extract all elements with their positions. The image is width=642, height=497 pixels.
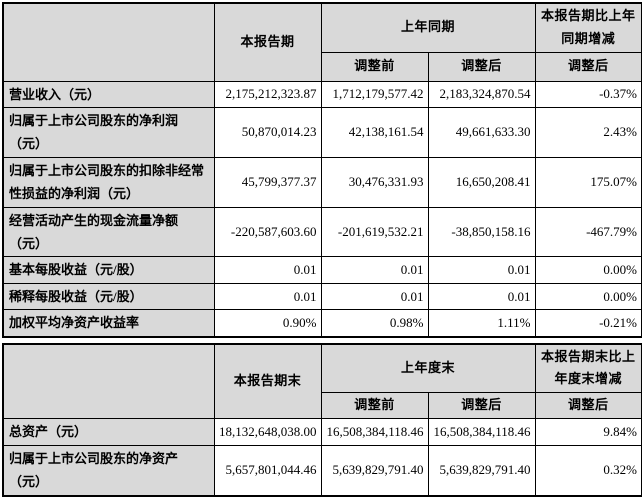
current-period-value: 0.90% [213, 309, 322, 338]
current-period-value: -220,587,603.60 [213, 206, 322, 258]
prior-after-value: 1.11% [427, 309, 536, 338]
prior-before-value: 0.01 [320, 282, 429, 311]
adjust-before-header: 调整前 [320, 392, 429, 419]
corner-header-cell [2, 2, 215, 82]
prior-before-value: 1,712,179,577.42 [320, 80, 429, 108]
corner-header-cell [2, 343, 215, 419]
prior-year-end-header: 上年度末 [320, 343, 536, 394]
prior-before-value: 5,639,829,791.40 [320, 444, 429, 497]
change-value: -0.37% [534, 80, 642, 108]
prior-before-value: -201,619,532.21 [320, 206, 429, 258]
prior-before-value: 42,138,161.54 [320, 106, 429, 158]
prior-before-value: 30,476,331.93 [320, 156, 429, 208]
table-row: 归属于上市公司股东的扣除非经常性损益的净利润（元） 45,799,377.37 … [2, 156, 642, 208]
current-period-end-header: 本报告期末 [213, 343, 322, 419]
row-label: 归属于上市公司股东的净资产（元） [2, 444, 215, 497]
period-end-change-header: 本报告期末比上年度末增减 [534, 343, 642, 394]
prior-after-value: 0.01 [427, 256, 536, 284]
current-period-header: 本报告期 [213, 2, 322, 82]
row-label: 基本每股收益（元/股） [2, 256, 215, 284]
current-period-end-value: 5,657,801,044.46 [213, 444, 322, 497]
key-financials-period-table: 本报告期 上年同期 本报告期比上年同期增减 调整前 调整后 调整后 营业收入（元… [2, 2, 642, 338]
row-label: 总资产（元） [2, 417, 215, 446]
current-period-value: 0.01 [213, 282, 322, 311]
current-period-end-value: 18,132,648,038.00 [213, 417, 322, 446]
table-row: 归属于上市公司股东的净资产（元） 5,657,801,044.46 5,639,… [2, 444, 642, 497]
table-row: 稀释每股收益（元/股） 0.01 0.01 0.01 0.00% [2, 282, 642, 311]
prior-after-value: 49,661,633.30 [427, 106, 536, 158]
row-label: 归属于上市公司股东的扣除非经常性损益的净利润（元） [2, 156, 215, 208]
change-adjust-after-header: 调整后 [534, 51, 642, 82]
table-row: 经营活动产生的现金流量净额（元） -220,587,603.60 -201,61… [2, 206, 642, 258]
prior-after-value: 5,639,829,791.40 [427, 444, 536, 497]
prior-same-period-header: 上年同期 [320, 2, 536, 53]
table-row: 营业收入（元） 2,175,212,323.87 1,712,179,577.4… [2, 80, 642, 108]
change-adjust-after-header: 调整后 [534, 392, 642, 419]
row-label: 经营活动产生的现金流量净额（元） [2, 206, 215, 258]
prior-after-value: 16,508,384,118.46 [427, 417, 536, 446]
prior-before-value: 16,508,384,118.46 [320, 417, 429, 446]
table-row: 总资产（元） 18,132,648,038.00 16,508,384,118.… [2, 417, 642, 446]
row-label: 稀释每股收益（元/股） [2, 282, 215, 311]
key-financials-period-end-table: 本报告期末 上年度末 本报告期末比上年度末增减 调整前 调整后 调整后 总资产（… [2, 342, 642, 497]
change-value: 2.43% [534, 106, 642, 158]
adjust-before-header: 调整前 [320, 51, 429, 82]
current-period-value: 45,799,377.37 [213, 156, 322, 208]
current-period-value: 0.01 [213, 256, 322, 284]
adjust-after-header: 调整后 [427, 51, 536, 82]
row-label: 营业收入（元） [2, 80, 215, 108]
change-value: 9.84% [534, 417, 642, 446]
period-change-header: 本报告期比上年同期增减 [534, 2, 642, 53]
prior-before-value: 0.01 [320, 256, 429, 284]
table-row: 加权平均净资产收益率 0.90% 0.98% 1.11% -0.21% [2, 309, 642, 338]
prior-after-value: 0.01 [427, 282, 536, 311]
change-value: 0.00% [534, 256, 642, 284]
prior-after-value: 2,183,324,870.54 [427, 80, 536, 108]
current-period-value: 50,870,014.23 [213, 106, 322, 158]
table-row: 基本每股收益（元/股） 0.01 0.01 0.01 0.00% [2, 256, 642, 284]
change-value: 0.00% [534, 282, 642, 311]
change-value: -467.79% [534, 206, 642, 258]
change-value: 175.07% [534, 156, 642, 208]
table-row: 归属于上市公司股东的净利润（元） 50,870,014.23 42,138,16… [2, 106, 642, 158]
prior-before-value: 0.98% [320, 309, 429, 338]
prior-after-value: 16,650,208.41 [427, 156, 536, 208]
change-value: 0.32% [534, 444, 642, 497]
prior-after-value: -38,850,158.16 [427, 206, 536, 258]
adjust-after-header: 调整后 [427, 392, 536, 419]
row-label: 归属于上市公司股东的净利润（元） [2, 106, 215, 158]
change-value: -0.21% [534, 309, 642, 338]
row-label: 加权平均净资产收益率 [2, 309, 215, 338]
current-period-value: 2,175,212,323.87 [213, 80, 322, 108]
